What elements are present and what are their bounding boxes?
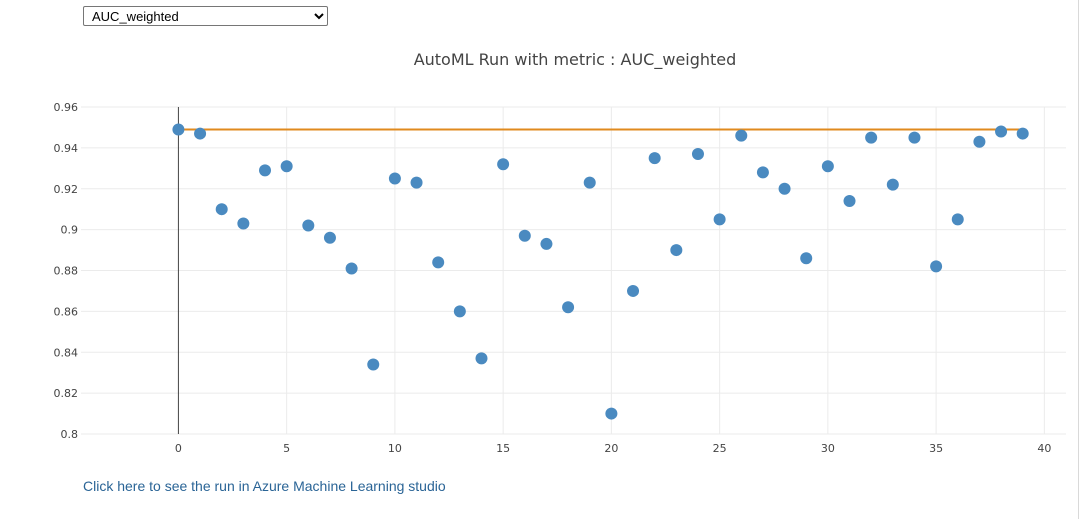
data-point[interactable] xyxy=(345,262,358,275)
data-point[interactable] xyxy=(735,129,748,142)
y-tick-label: 0.94 xyxy=(54,142,79,155)
data-point[interactable] xyxy=(908,131,921,144)
data-point[interactable] xyxy=(388,172,401,185)
data-point[interactable] xyxy=(713,213,726,226)
data-point[interactable] xyxy=(995,125,1008,138)
x-tick-label: 20 xyxy=(604,442,618,455)
data-point[interactable] xyxy=(691,148,704,161)
data-point[interactable] xyxy=(756,166,769,179)
data-point[interactable] xyxy=(670,244,683,257)
data-point[interactable] xyxy=(410,176,423,189)
data-point[interactable] xyxy=(865,131,878,144)
chart-title: AutoML Run with metric : AUC_weighted xyxy=(413,50,737,69)
y-tick-label: 0.9 xyxy=(61,224,79,237)
y-tick-label: 0.92 xyxy=(54,183,79,196)
data-point[interactable] xyxy=(540,237,553,250)
data-point[interactable] xyxy=(259,164,272,177)
data-point[interactable] xyxy=(453,305,466,318)
data-point[interactable] xyxy=(843,195,856,208)
y-tick-label: 0.96 xyxy=(54,101,79,114)
data-point[interactable] xyxy=(194,127,207,140)
data-point[interactable] xyxy=(930,260,943,273)
grid-layer xyxy=(81,106,1066,435)
data-point[interactable] xyxy=(215,203,228,216)
data-point[interactable] xyxy=(800,252,813,265)
y-tick-label: 0.8 xyxy=(61,428,79,441)
data-point[interactable] xyxy=(432,256,445,269)
data-point[interactable] xyxy=(518,229,531,242)
data-point[interactable] xyxy=(562,301,575,314)
data-point[interactable] xyxy=(583,176,596,189)
metric-select[interactable]: AUC_weighted xyxy=(83,6,328,26)
data-point[interactable] xyxy=(951,213,964,226)
x-tick-label: 35 xyxy=(929,442,943,455)
data-point[interactable] xyxy=(886,178,899,191)
data-point[interactable] xyxy=(778,182,791,195)
panel-divider xyxy=(1078,0,1079,519)
data-point[interactable] xyxy=(302,219,315,232)
data-point[interactable] xyxy=(605,407,618,420)
data-point[interactable] xyxy=(367,358,380,371)
y-tick-label: 0.88 xyxy=(54,265,79,278)
y-tick-label: 0.82 xyxy=(54,387,79,400)
x-tick-label: 0 xyxy=(175,442,182,455)
data-point[interactable] xyxy=(172,123,185,136)
x-tick-label: 5 xyxy=(283,442,290,455)
data-point[interactable] xyxy=(648,152,661,165)
y-tick-label: 0.84 xyxy=(54,346,79,359)
x-tick-label: 40 xyxy=(1037,442,1051,455)
azure-studio-link[interactable]: Click here to see the run in Azure Machi… xyxy=(83,478,446,494)
x-tick-label: 25 xyxy=(713,442,727,455)
x-tick-label: 30 xyxy=(821,442,835,455)
x-tick-label: 10 xyxy=(388,442,402,455)
y-tick-label: 0.86 xyxy=(54,305,79,318)
data-point[interactable] xyxy=(627,284,640,297)
data-point[interactable] xyxy=(280,160,293,173)
data-point[interactable] xyxy=(323,231,336,244)
data-point[interactable] xyxy=(821,160,834,173)
data-point[interactable] xyxy=(475,352,488,365)
data-point[interactable] xyxy=(973,135,986,148)
data-point[interactable] xyxy=(1016,127,1029,140)
x-tick-label: 15 xyxy=(496,442,510,455)
data-point[interactable] xyxy=(237,217,250,230)
tick-label-layer: 0.8 0.82 0.84 0.86 0.88 0.9 0.92 0.94 0.96 0 5 10 15… xyxy=(54,101,1052,455)
point-layer xyxy=(172,123,1029,420)
data-point[interactable] xyxy=(497,158,510,171)
